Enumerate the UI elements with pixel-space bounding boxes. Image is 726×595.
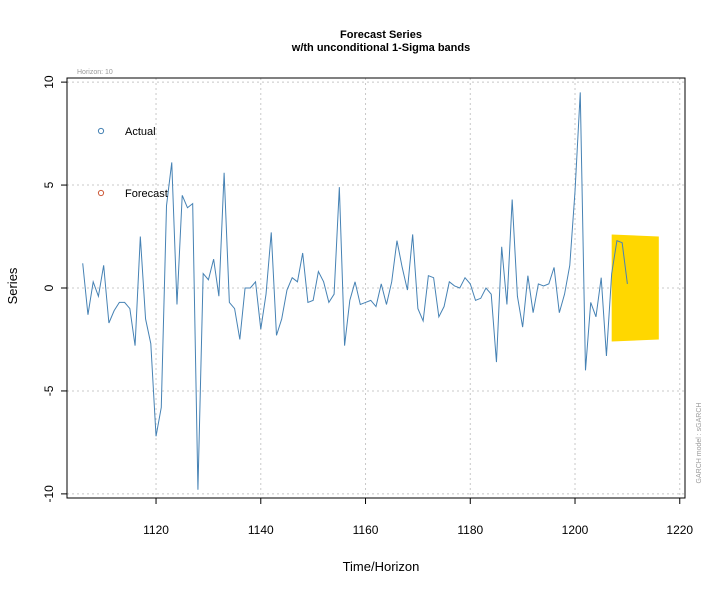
chart-subtitle: w/th unconditional 1-Sigma bands: [291, 42, 470, 54]
y-tick-label: -10: [42, 485, 56, 503]
x-axis: 1120 1140 1160 1180 1200 1220: [143, 498, 693, 537]
horizon-label: Horizon: 10: [77, 69, 113, 76]
x-tick-label: 1180: [457, 523, 483, 537]
grid-lines: [67, 78, 685, 498]
y-tick-label: 0: [42, 284, 56, 291]
forecast-band: [611, 234, 659, 342]
series-layer: [82, 92, 628, 490]
model-label: GARCH model : sGARCH: [696, 403, 703, 484]
y-axis: -10 -5 0 5 10: [42, 75, 67, 503]
y-tick-label: -5: [42, 385, 56, 396]
y-tick-label: 10: [42, 75, 56, 89]
chart-title: Forecast Series: [340, 29, 422, 41]
x-tick-label: 1140: [248, 523, 274, 537]
legend-label: Forecast: [125, 188, 168, 200]
y-axis-label: Series: [5, 267, 20, 304]
x-axis-label: Time/Horizon: [343, 559, 420, 574]
x-tick-label: 1160: [353, 523, 379, 537]
legend: Actual Forecast: [97, 126, 168, 200]
y-tick-label: 5: [42, 181, 56, 188]
x-tick-label: 1120: [143, 523, 169, 537]
x-tick-label: 1220: [666, 523, 693, 537]
legend-marker: [97, 189, 105, 197]
x-tick-label: 1200: [562, 523, 589, 537]
forecast-band-layer: [611, 234, 659, 342]
series-line-actual: [82, 92, 628, 490]
legend-marker: [97, 127, 105, 135]
legend-label: Actual: [125, 126, 156, 138]
